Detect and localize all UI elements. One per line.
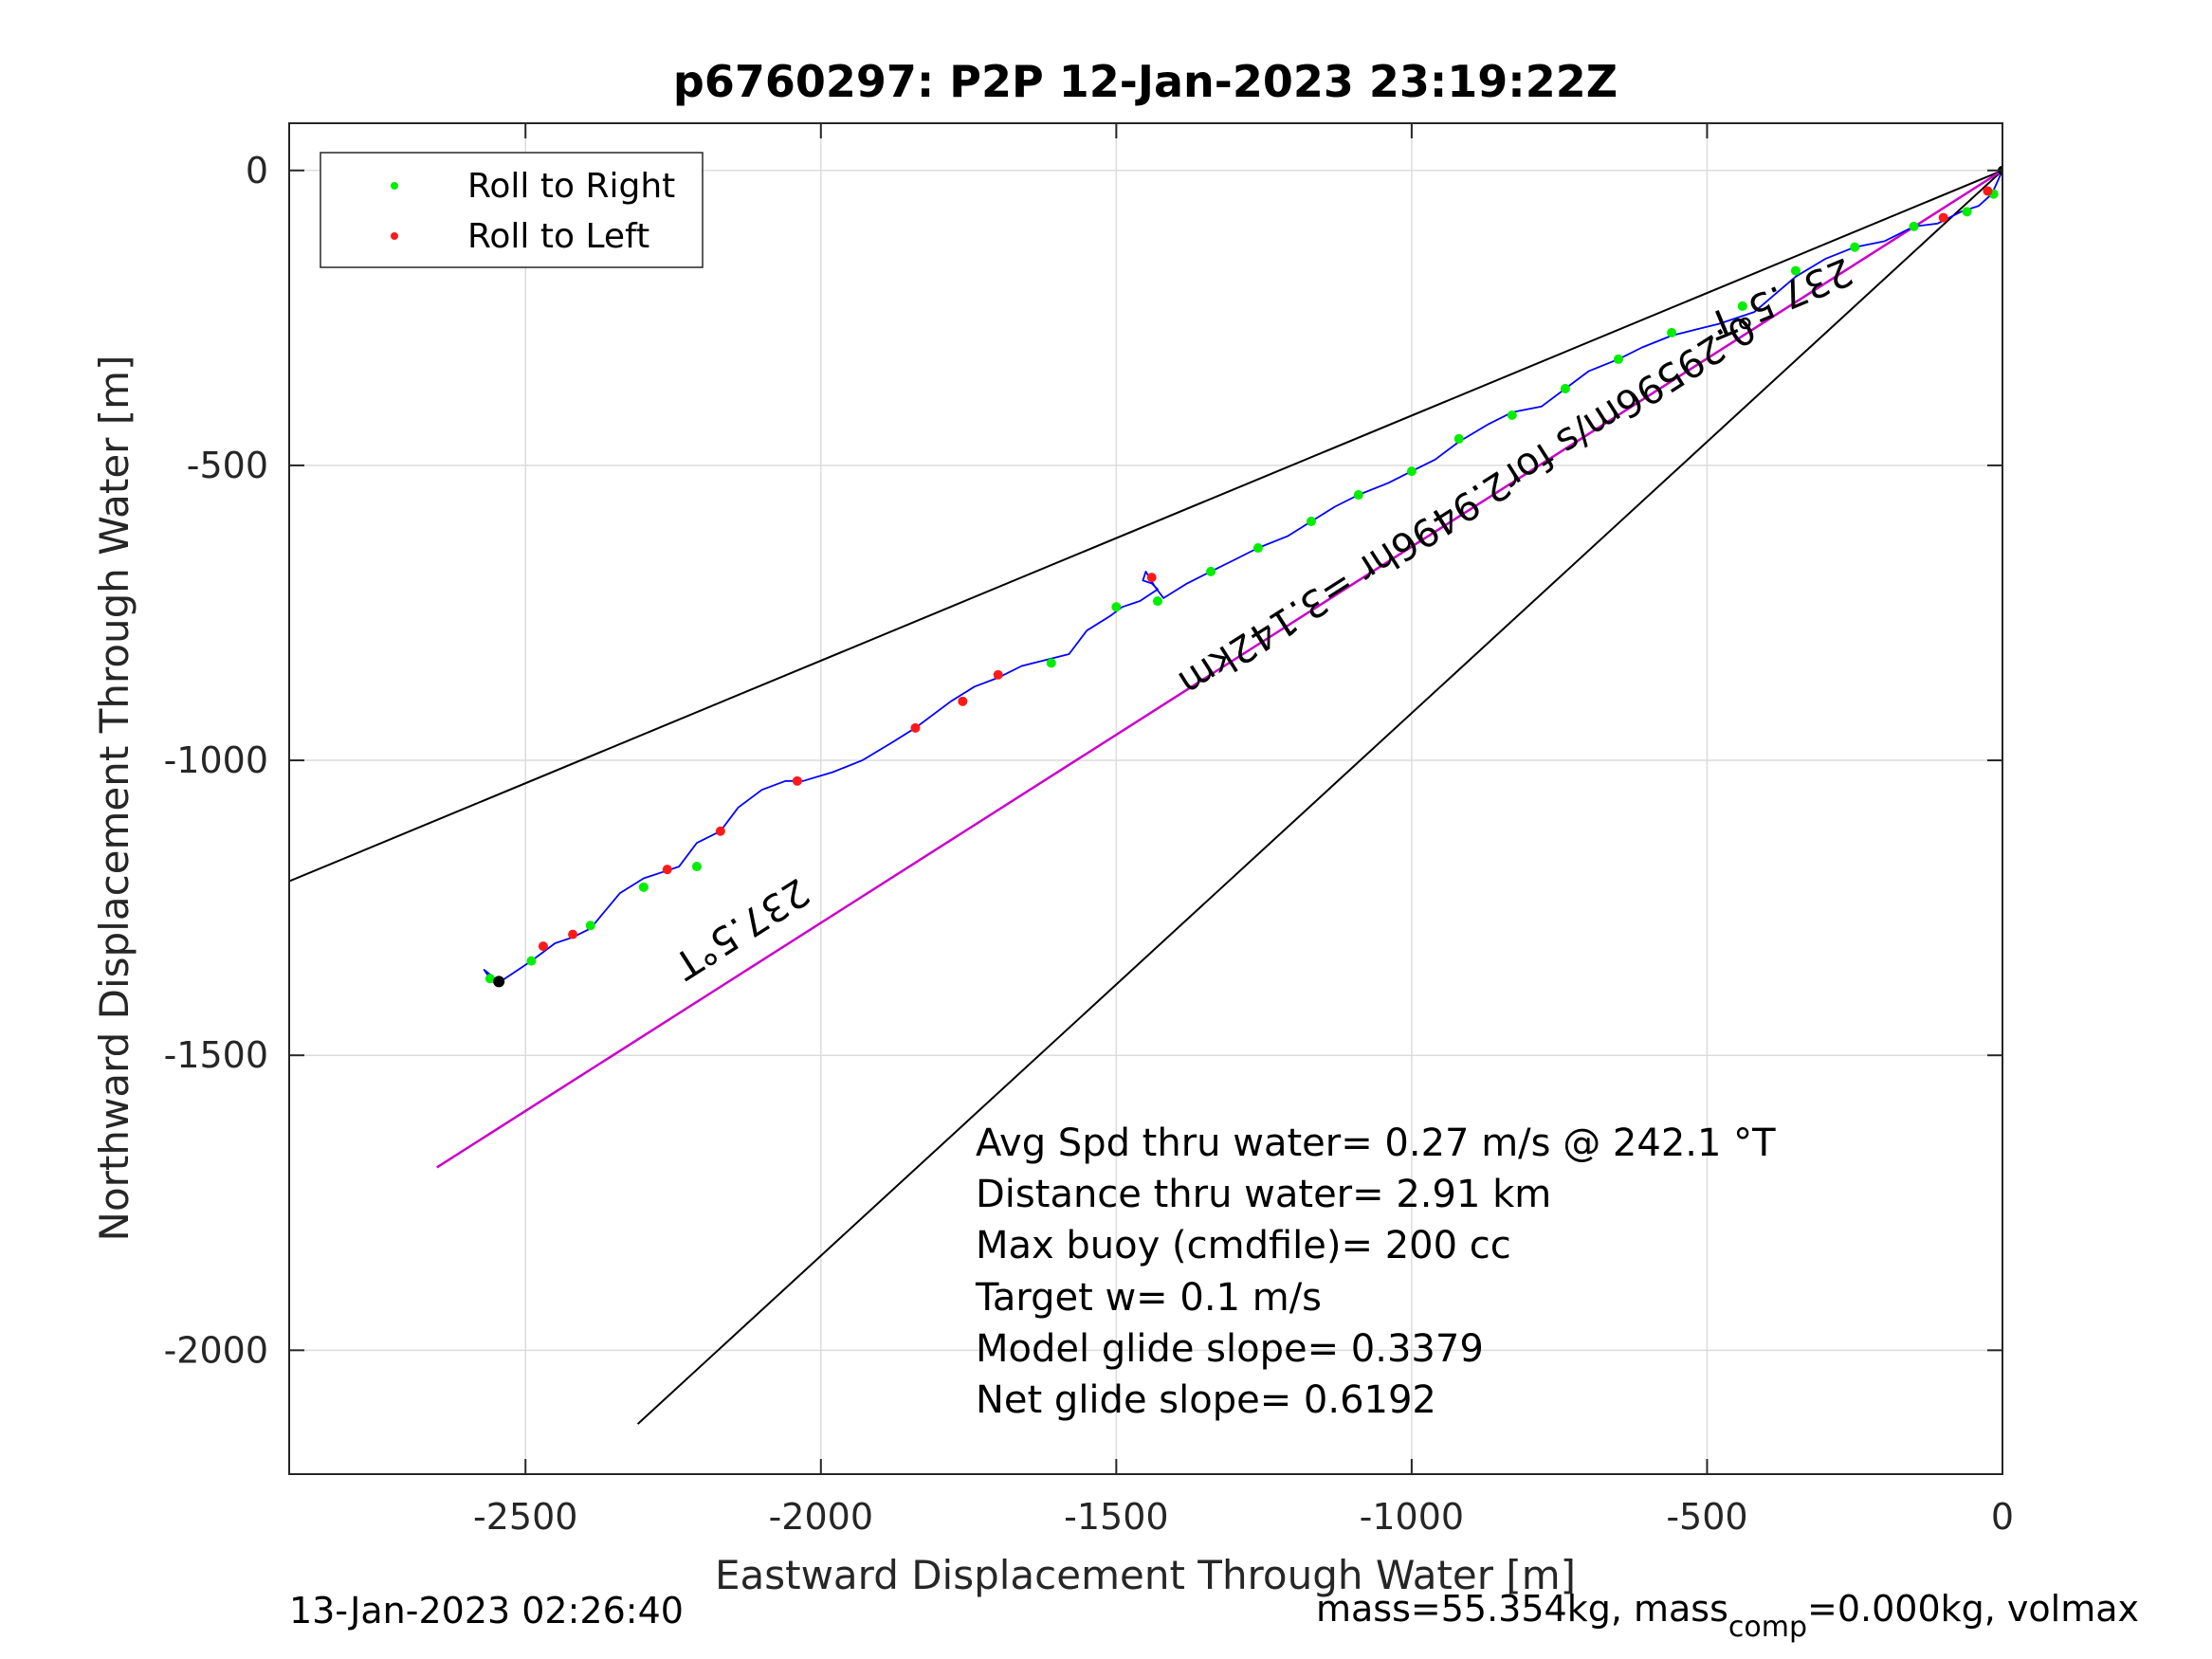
x-axis-label: Eastward Displacement Through Water [m] <box>715 1552 1576 1598</box>
stats-line: Max buoy (cmdfile)= 200 cc <box>976 1224 1511 1267</box>
heading-bound-line <box>289 169 2002 883</box>
target-line <box>436 169 2002 1169</box>
roll-left-point <box>910 722 921 733</box>
roll-right-point <box>1111 602 1122 612</box>
roll-right-point <box>1560 384 1570 394</box>
footer-timestamp: 13-Jan-2023 02:26:40 <box>289 1590 684 1632</box>
roll-left-point <box>662 865 672 875</box>
roll-right-point <box>1850 242 1860 252</box>
roll-right-point <box>1613 354 1623 364</box>
roll-right-point <box>1152 596 1162 607</box>
roll-right-point <box>638 882 649 892</box>
stats-line: Model glide slope= 0.3379 <box>976 1327 1484 1371</box>
roll-left-point <box>1983 186 1993 196</box>
legend-entry-roll-right: Roll to Right <box>467 167 675 206</box>
roll-right-point <box>484 974 495 984</box>
legend-marker-roll-left <box>391 232 398 240</box>
roll-right-point <box>1453 433 1464 444</box>
plot-area <box>289 123 2002 1474</box>
stats-line: Target w= 0.1 m/s <box>975 1276 1322 1320</box>
roll-left-point <box>993 669 1003 680</box>
glider-track-line <box>483 170 2002 986</box>
roll-right-point <box>526 956 537 966</box>
roll-right-point <box>1507 410 1517 421</box>
footer-mass-info: mass=55.354kg, masscomp=0.000kg, volmax <box>1316 1588 2139 1644</box>
legend-box <box>320 152 704 268</box>
chart-title: p6760297: P2P 12-Jan-2023 23:19:22Z <box>673 56 1618 107</box>
roll-left-point <box>1938 212 1948 223</box>
x-tick-label: -1500 <box>1064 1496 1168 1538</box>
legend: Roll to Right Roll to Left <box>320 152 704 268</box>
roll-left-point <box>958 696 968 706</box>
roll-right-point <box>1962 207 1972 217</box>
x-tick-label: -2000 <box>769 1496 873 1538</box>
stats-block: Avg Spd thru water= 0.27 m/s @ 242.1 °T … <box>975 1121 1776 1422</box>
roll-right-point <box>1252 543 1263 554</box>
roll-right-point <box>1909 221 1919 231</box>
roll-right-point <box>1206 566 1216 576</box>
x-tick-labels: -2500 -2000 -1500 -1000 -500 0 <box>473 1496 2014 1538</box>
stats-line: Avg Spd thru water= 0.27 m/s @ 242.1 °T <box>976 1121 1776 1165</box>
y-axis-label: Northward Displacement Through Water [m] <box>91 356 137 1242</box>
x-tick-label: -2500 <box>473 1496 577 1538</box>
x-tick-label: 0 <box>1991 1496 2014 1538</box>
y-tick-label: -2000 <box>164 1329 268 1371</box>
y-tick-label: -500 <box>187 445 268 486</box>
glider-track <box>483 170 2002 986</box>
roll-right-point <box>1046 658 1056 668</box>
roll-left-point <box>538 941 548 952</box>
target-heading-line <box>436 169 2002 1169</box>
heading-bound-line <box>636 170 2002 1425</box>
heading-bound-lines <box>289 169 2002 1425</box>
stats-line: Net glide slope= 0.6192 <box>976 1378 1436 1422</box>
y-tick-labels: 0 -500 -1000 -1500 -2000 <box>164 150 268 1372</box>
roll-left-point <box>792 775 802 786</box>
roll-right-point <box>1406 466 1417 477</box>
roll-right-point <box>691 862 702 872</box>
roll-right-points <box>484 189 1999 984</box>
stats-line: Distance thru water= 2.91 km <box>976 1173 1551 1216</box>
roll-left-point <box>568 929 578 939</box>
y-tick-label: -1000 <box>164 739 268 781</box>
roll-left-point <box>715 826 725 836</box>
roll-right-point <box>1353 490 1363 501</box>
x-tick-label: -1000 <box>1360 1496 1464 1538</box>
roll-right-point <box>1737 301 1747 311</box>
roll-left-points <box>538 186 1993 952</box>
legend-entry-roll-left: Roll to Left <box>467 217 649 256</box>
roll-right-point <box>1306 517 1316 527</box>
y-tick-label: 0 <box>246 150 268 191</box>
x-tick-label: -500 <box>1666 1496 1747 1538</box>
roll-left-point <box>1146 573 1157 583</box>
legend-marker-roll-right <box>391 182 398 190</box>
y-tick-label: -1500 <box>164 1034 268 1076</box>
plot-frame <box>288 122 2003 1475</box>
track-end-marker <box>493 975 505 988</box>
footer-mass-suffix: =0.000kg, volmax <box>1807 1588 2139 1630</box>
roll-right-point <box>1667 327 1677 337</box>
roll-right-point <box>1790 265 1801 276</box>
footer-mass-prefix: mass=55.354kg, mass <box>1316 1588 1728 1630</box>
roll-right-point <box>585 921 595 931</box>
axis-ticks <box>289 123 2003 1474</box>
footer-mass-sub: comp <box>1728 1611 1807 1644</box>
